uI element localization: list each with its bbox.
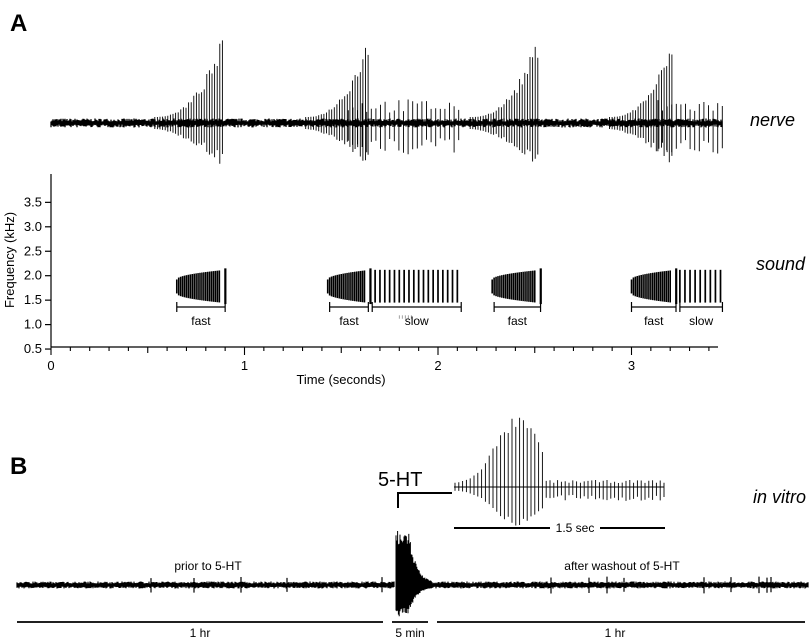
nerve-trace: [50, 40, 723, 164]
call-type-label: fast: [644, 314, 664, 328]
nerve-burst-fast: [609, 53, 673, 163]
sound-burst-slow: [369, 269, 459, 303]
segment-label-1: 1 hr: [190, 626, 211, 640]
segment-label-2: 5 min: [395, 626, 424, 640]
inset-spikes: [454, 417, 665, 526]
call-bracket-slow: slow: [679, 302, 724, 328]
call-bracket-fast: fast: [630, 302, 677, 328]
nerve-burst-slow: [347, 99, 460, 155]
prior-label: prior to 5-HT: [174, 559, 242, 573]
inset-scale-label: 1.5 sec: [556, 521, 595, 535]
panel-b-letter: B: [10, 453, 27, 480]
x-tick-label: 0: [47, 358, 54, 373]
drug-label: 5-HT: [378, 469, 422, 491]
drug-application-marker: [397, 492, 452, 508]
call-type-label: fast: [339, 314, 359, 328]
in-vitro-label: in vitro: [753, 487, 806, 507]
sound-burst-fast: [491, 268, 542, 305]
y-tick-label: 1.5: [24, 292, 42, 307]
x-axis-title: Time (seconds): [296, 372, 385, 387]
after-label: after washout of 5-HT: [564, 559, 680, 573]
baseline-activity: [16, 576, 809, 594]
y-axis-ticks: 3.5 3.0 2.5 2.0 1.5 1.0 0.5: [24, 194, 51, 356]
sound-burst-fast: [630, 268, 678, 305]
segment-label-3: 1 hr: [605, 626, 626, 640]
call-type-label: slow: [405, 314, 429, 328]
y-tick-label: 1.0: [24, 317, 42, 332]
call-type-label: fast: [191, 314, 211, 328]
call-type-label: slow: [689, 314, 713, 328]
5ht-evoked-burst: [395, 531, 432, 617]
x-tick-label: 3: [628, 358, 635, 373]
nerve-burst-fast: [469, 46, 539, 162]
y-tick-label: 3.5: [24, 194, 42, 209]
x-axis-ticks: 0 1 2 3: [47, 347, 710, 373]
call-bracket-slow: slow: [371, 302, 462, 328]
nerve-baseline-noise: [50, 118, 723, 128]
y-tick-label: 0.5: [24, 341, 42, 356]
y-axis-title: Frequency (kHz): [2, 212, 17, 308]
nerve-label: nerve: [750, 110, 795, 130]
nerve-burst-slow: [657, 100, 723, 154]
y-tick-label: 2.5: [24, 243, 42, 258]
call-type-brackets: fast fast slow fast fast slow: [176, 302, 724, 328]
x-tick-label: 1: [241, 358, 248, 373]
call-bracket-fast: fast: [329, 302, 369, 328]
x-tick-label: 2: [434, 358, 441, 373]
call-type-label: fast: [508, 314, 528, 328]
y-tick-label: 3.0: [24, 219, 42, 234]
call-bracket-fast: fast: [493, 302, 542, 328]
y-tick-label: 2.0: [24, 268, 42, 283]
panel-a-letter: A: [10, 10, 27, 37]
sound-burst-slow: [679, 269, 722, 303]
sound-burst-fast: [326, 268, 372, 305]
nerve-burst-fast: [305, 47, 369, 161]
nerve-burst-fast: [154, 40, 223, 164]
sound-burst-fast: [175, 268, 227, 305]
call-bracket-fast: fast: [176, 302, 226, 328]
inset-burst-trace: [454, 417, 665, 526]
sound-label: sound: [756, 254, 806, 274]
spectrogram: [175, 268, 722, 319]
long-recording-trace: [16, 531, 809, 617]
